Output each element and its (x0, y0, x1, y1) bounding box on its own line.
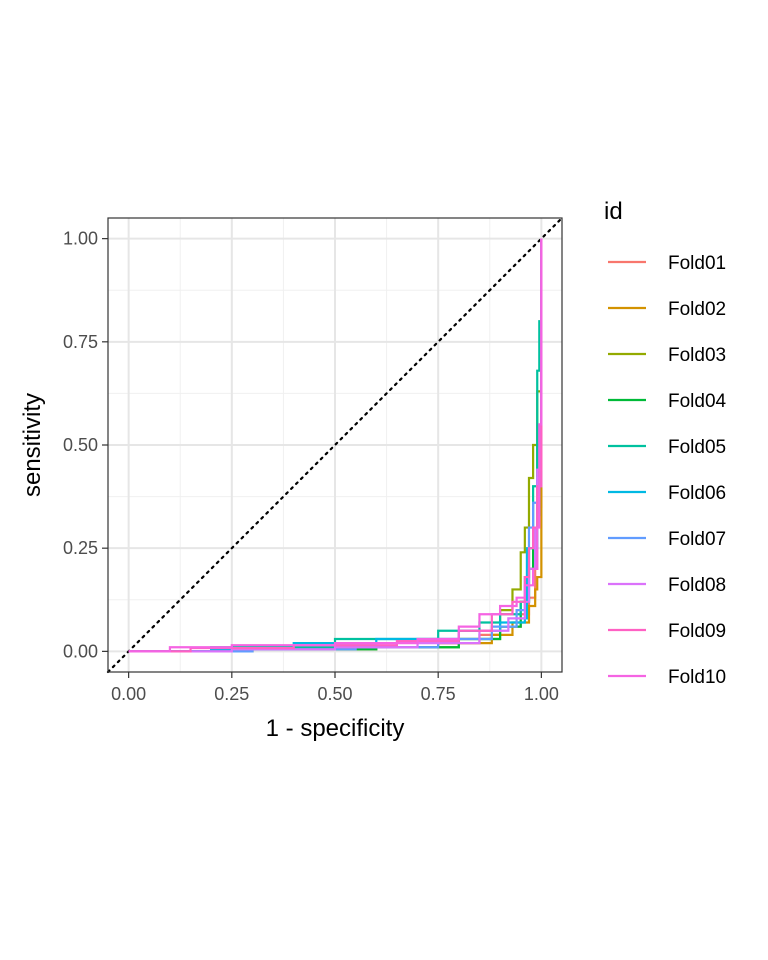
series-line-fold10 (128, 238, 543, 653)
roc-series (128, 238, 543, 653)
legend-label-fold03: Fold03 (668, 345, 726, 366)
y-axis-title: sensitivity (19, 393, 46, 497)
y-axis: 0.00 0.25 0.50 0.75 1.00 (63, 229, 108, 661)
y-tick-label: 1.00 (63, 229, 98, 249)
reference-diagonal (106, 216, 564, 674)
legend-label-fold04: Fold04 (668, 391, 727, 412)
x-axis: 0.00 0.25 0.50 0.75 1.00 (111, 672, 559, 704)
x-tick-label: 0.75 (421, 684, 456, 704)
x-tick-label: 0.50 (317, 684, 352, 704)
legend-label-fold02: Fold02 (668, 299, 726, 320)
series-line-fold05 (128, 238, 543, 653)
y-tick-label: 0.50 (63, 435, 98, 455)
x-tick-label: 0.00 (111, 684, 146, 704)
y-tick-label: 0.75 (63, 332, 98, 352)
legend-title: id (604, 198, 623, 225)
y-tick-label: 0.00 (63, 641, 98, 661)
legend-label-fold09: Fold09 (668, 621, 726, 642)
x-axis-title: 1 - specificity (266, 715, 405, 742)
legend-label-fold06: Fold06 (668, 483, 726, 504)
series-line-fold07 (128, 238, 543, 653)
legend-label-fold01: Fold01 (668, 253, 726, 274)
legend-label-fold08: Fold08 (668, 575, 726, 596)
legend-label-fold05: Fold05 (668, 437, 726, 458)
legend-label-fold10: Fold10 (668, 667, 726, 688)
legend: id Fold01 Fold02 Fold03 Fold04 Fold05 Fold06 F… (604, 198, 727, 688)
x-tick-label: 0.25 (214, 684, 249, 704)
y-tick-label: 0.25 (63, 538, 98, 558)
x-tick-label: 1.00 (524, 684, 559, 704)
legend-label-fold07: Fold07 (668, 529, 726, 550)
